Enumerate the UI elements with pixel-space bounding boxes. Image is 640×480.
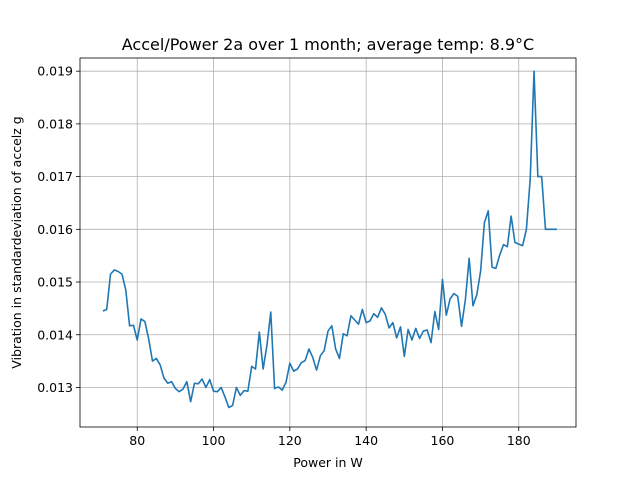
y-tick-label: 0.019 (37, 64, 73, 79)
x-tick-label: 80 (129, 433, 145, 448)
plot-frame (79, 57, 577, 428)
series-line (102, 70, 557, 409)
chart-title: Accel/Power 2a over 1 month; average tem… (122, 35, 534, 54)
y-axis: 0.013 0.014 0.015 0.016 0.017 0.018 0.019 (37, 64, 80, 395)
x-tick-label: 120 (278, 433, 302, 448)
grid-layer (80, 58, 576, 427)
x-axis: 80 100 120 140 160 180 (129, 427, 531, 448)
y-tick-label: 0.015 (37, 275, 73, 290)
y-axis-label: Vibration in standardeviation of accelz … (9, 116, 24, 368)
y-tick-label: 0.016 (37, 222, 73, 237)
y-tick-label: 0.017 (37, 169, 73, 184)
x-tick-label: 180 (507, 433, 531, 448)
x-axis-label: Power in W (293, 455, 363, 470)
y-tick-label: 0.018 (37, 116, 73, 131)
x-tick-label: 140 (354, 433, 378, 448)
series-layer (102, 70, 557, 409)
x-tick-label: 100 (202, 433, 226, 448)
x-tick-label: 160 (431, 433, 455, 448)
y-tick-label: 0.014 (37, 327, 73, 342)
y-tick-label: 0.013 (37, 380, 73, 395)
